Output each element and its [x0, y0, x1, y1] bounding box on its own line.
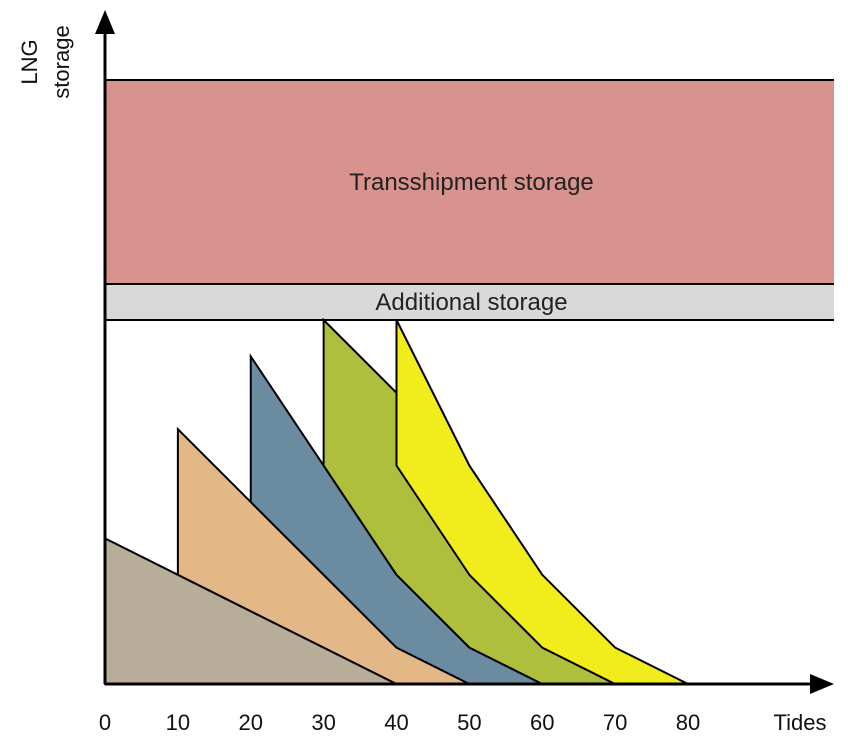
- y-axis-title: LNG storage: [17, 25, 74, 98]
- x-tick-label: 30: [311, 710, 335, 735]
- x-axis-arrow: [810, 674, 834, 694]
- x-tick-label: 50: [457, 710, 481, 735]
- tide-series: [105, 320, 688, 684]
- storage-bands: Transshipment storage Additional storage: [105, 80, 834, 320]
- x-tick-label: 40: [384, 710, 408, 735]
- transshipment-storage-label: Transshipment storage: [349, 169, 594, 196]
- x-tick-label: 20: [239, 710, 263, 735]
- y-axis-title-line-2: storage: [49, 25, 74, 98]
- y-axis-title-line-1: LNG: [17, 39, 42, 84]
- x-tick-label: 10: [166, 710, 190, 735]
- x-tick-labels: 0 10 20 30 40 50 60 70 80: [99, 710, 700, 735]
- y-axis-arrow: [95, 10, 115, 34]
- additional-storage-label: Additional storage: [375, 289, 567, 316]
- x-tick-label: 0: [99, 710, 111, 735]
- x-tick-label: 80: [676, 710, 700, 735]
- x-tick-label: 70: [603, 710, 627, 735]
- x-axis-title: Tides: [774, 710, 827, 735]
- x-tick-label: 60: [530, 710, 554, 735]
